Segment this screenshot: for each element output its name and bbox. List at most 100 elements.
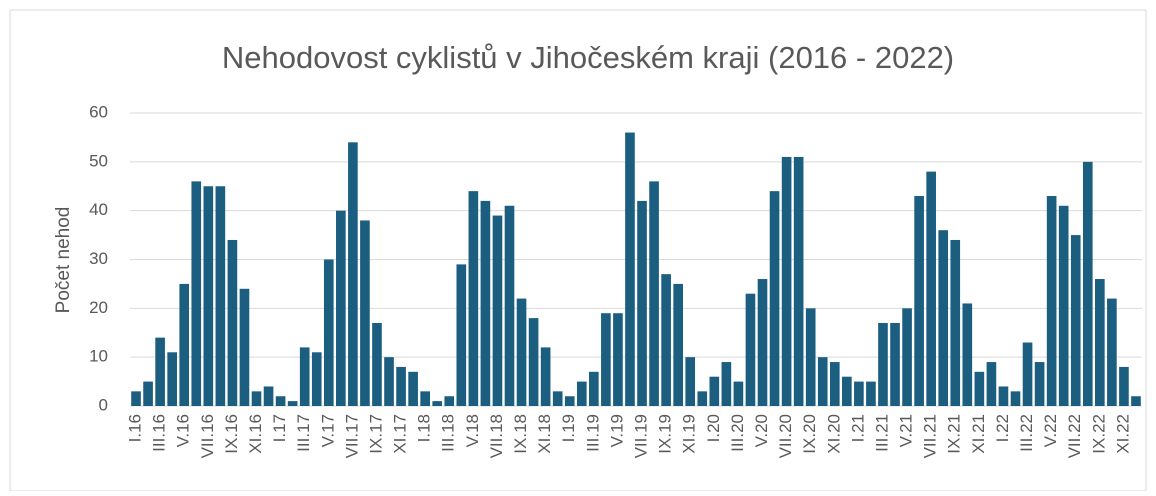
y-tick-label: 50: [89, 151, 108, 170]
y-axis-label: Počet nehod: [53, 207, 74, 314]
y-tick-label: 60: [89, 102, 108, 121]
x-tick-label: V.20: [752, 414, 771, 447]
x-tick-label: V.17: [318, 414, 337, 447]
bar: [1046, 196, 1057, 406]
bar: [1022, 342, 1033, 406]
x-tick-label: VII.17: [342, 414, 361, 458]
bar: [179, 283, 190, 406]
bar: [1034, 362, 1045, 406]
bar: [155, 337, 165, 406]
bar: [745, 293, 756, 406]
bar: [866, 381, 876, 406]
x-tick-label: III.20: [728, 414, 747, 452]
bar: [601, 313, 611, 406]
x-tick-label: III.18: [439, 414, 458, 452]
x-tick-label: V.21: [897, 414, 916, 447]
bar: [143, 381, 153, 406]
bar: [336, 210, 346, 406]
x-tick-label: I.21: [848, 414, 867, 442]
bar: [564, 396, 575, 406]
bar: [323, 259, 334, 406]
bar: [287, 401, 298, 406]
bar: [275, 396, 286, 406]
bar: [769, 191, 780, 406]
bar: [227, 239, 238, 406]
bar: [1107, 298, 1117, 406]
bar: [998, 386, 1009, 406]
x-tick-label: V.22: [1041, 414, 1060, 447]
bar: [516, 298, 527, 406]
bar: [721, 362, 732, 406]
y-tick-label: 20: [89, 298, 108, 317]
bar: [649, 181, 659, 406]
bar: [384, 357, 394, 406]
bar: [167, 352, 177, 406]
bar: [372, 322, 382, 406]
bar: [950, 239, 961, 406]
x-tick-label: VII.22: [1065, 414, 1084, 458]
x-tick-label: III.22: [1017, 414, 1036, 452]
bar: [215, 186, 226, 406]
bar: [131, 391, 141, 406]
bar: [540, 347, 551, 406]
x-tick-label: IX.22: [1089, 414, 1108, 454]
bar: [878, 322, 888, 406]
bar: [974, 371, 985, 406]
bar: [1131, 396, 1141, 406]
x-tick-label: XI.21: [969, 414, 988, 454]
x-tick-label: XI.18: [535, 414, 554, 454]
x-tick-label: IX.16: [222, 414, 241, 454]
x-tick-label: V.18: [463, 414, 482, 447]
bar: [576, 381, 587, 406]
bar: [408, 371, 418, 406]
x-tick-label: IX.18: [511, 414, 530, 454]
x-tick-label: XI.17: [391, 414, 410, 454]
bar: [854, 381, 864, 406]
x-tick-label: IX.21: [945, 414, 964, 454]
bar: [1070, 235, 1081, 406]
x-tick-label: XI.19: [680, 414, 699, 454]
bar: [396, 366, 406, 406]
x-tick-label: III.17: [294, 414, 313, 452]
y-tick-label: 0: [99, 395, 108, 414]
x-tick-label: V.16: [174, 414, 193, 447]
bar: [637, 200, 647, 406]
bar: [1058, 205, 1069, 406]
x-tick-label: VII.21: [921, 414, 940, 458]
bar: [914, 196, 924, 406]
bar: [251, 391, 262, 406]
bar: [709, 376, 720, 406]
x-tick-label: I.16: [126, 414, 145, 442]
bar: [528, 318, 539, 406]
bar: [986, 362, 997, 406]
bar: [673, 283, 683, 406]
bar: [733, 381, 744, 406]
x-tick-label: III.19: [583, 414, 602, 452]
bar: [805, 308, 816, 406]
x-tick-label: VII.18: [487, 414, 506, 458]
bar: [817, 357, 828, 406]
bar: [456, 264, 467, 406]
x-tick-label: I.19: [559, 414, 578, 442]
bar: [480, 200, 491, 406]
x-tick-label: III.16: [150, 414, 169, 452]
bar: [468, 191, 479, 406]
bar: [781, 156, 792, 406]
x-tick-label: IX.19: [656, 414, 675, 454]
bar: [203, 186, 214, 406]
bar: [625, 132, 635, 407]
bar: [697, 391, 708, 406]
x-tick-label: XI.22: [1113, 414, 1132, 454]
bar: [938, 230, 949, 406]
x-tick-label: IX.20: [800, 414, 819, 454]
bar: [311, 352, 322, 406]
x-tick-label: XI.16: [246, 414, 265, 454]
bar: [926, 171, 936, 406]
bar: [613, 313, 623, 406]
x-tick-label: III.21: [872, 414, 891, 452]
bar: [589, 371, 599, 406]
bar: [685, 357, 696, 406]
bar: [239, 288, 250, 406]
x-tick-label: VII.20: [776, 414, 795, 458]
